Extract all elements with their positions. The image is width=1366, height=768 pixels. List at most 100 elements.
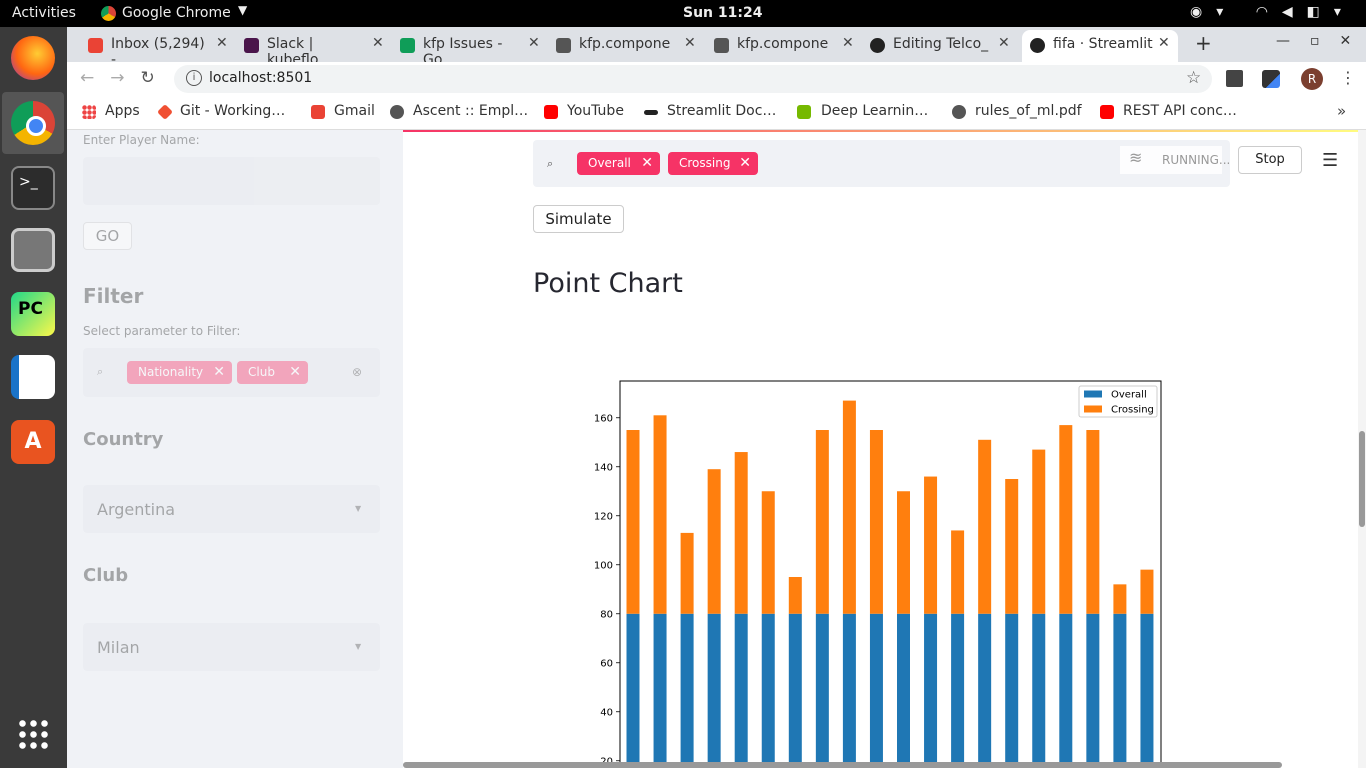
omnibox[interactable] [174,65,1212,93]
clock[interactable]: Sun 11:24 [683,5,763,21]
writer-icon[interactable] [11,355,55,399]
bar [653,415,667,614]
bookmark[interactable]: YouTube [567,103,624,119]
bookmark-icon [311,105,325,119]
bar [626,613,640,762]
bar [1059,425,1073,614]
bar [1086,613,1100,762]
go-button[interactable]: GO [83,222,132,250]
bar [1140,569,1154,614]
select-value: Argentina [97,500,176,519]
bookmarks-overflow[interactable]: » [1337,102,1347,120]
bookmark-icon [797,105,811,119]
bookmarks-bar [67,96,1366,130]
tag-label: Nationality [138,365,204,379]
tab-active[interactable]: fifa · Streamlit ✕ [1022,30,1178,62]
extension-icon[interactable] [1226,70,1243,87]
y-tick-label: 60 [600,658,613,669]
filter-tag[interactable]: Club ✕ [237,361,308,384]
bar [869,613,883,762]
bar [734,452,748,614]
select[interactable] [83,623,380,671]
url[interactable]: localhost:8501 [209,70,313,86]
app-grid[interactable] [17,718,49,750]
new-tab[interactable]: + [1195,31,1212,55]
bookmark-icon [644,110,658,115]
bar [1140,613,1154,762]
y-tick-label: 140 [594,462,613,473]
profile-avatar[interactable]: R [1301,68,1323,90]
tab[interactable]: kfp Issues - Go ✕ [392,30,548,68]
tab[interactable]: kfp.compone ✕ [706,30,862,62]
tab-title: fifa · Streamlit [1053,36,1153,52]
y-tick-label: 40 [600,707,613,718]
extension-icon[interactable] [1262,70,1280,88]
info-icon[interactable]: i [186,70,202,86]
bar [734,613,748,762]
filter-tag[interactable]: Nationality ✕ [127,361,232,384]
bar [788,613,802,762]
h-scroll-thumb[interactable] [403,762,1282,768]
section-heading: Country [83,429,164,450]
input-label: Select parameter to Filter: [83,324,241,338]
hamburger-menu[interactable]: ☰ [1322,150,1339,171]
section-heading: Filter [83,284,144,308]
bookmark-star[interactable]: ☆ [1186,68,1202,88]
software-icon[interactable]: A [11,420,55,464]
section-heading: Club [83,565,129,586]
bar [978,439,992,614]
y-tick-label: 100 [594,560,613,571]
bar [707,469,721,614]
bar [815,613,829,762]
bookmark[interactable]: Apps [105,103,140,119]
text-input[interactable] [83,157,380,205]
files-icon[interactable] [11,228,55,272]
bookmark[interactable]: REST API conc… [1123,103,1237,119]
bookmark[interactable]: Streamlit Doc… [667,103,777,119]
bookmark[interactable]: Ascent :: Empl… [413,103,529,119]
stop-button[interactable]: Stop [1238,146,1302,174]
chrome-menu[interactable]: ⋮ [1340,68,1356,87]
bar [788,577,802,614]
tab[interactable]: kfp.compone ✕ [548,30,704,62]
pycharm-icon[interactable]: PC [11,292,55,336]
search-icon: ⌕ [97,365,104,378]
multiselect[interactable] [83,348,380,397]
y-tick-label: 160 [594,413,613,424]
legend-swatch [1084,390,1102,398]
simulate-button[interactable]: Simulate [533,205,624,233]
y-tick-label: 20 [600,756,613,762]
bar [1032,449,1046,614]
bookmark-icon [390,105,404,119]
tab[interactable]: Inbox (5,294) - ✕ [80,30,236,68]
bar [761,613,775,762]
nav-buttons[interactable]: ←→↻ [80,68,171,88]
activities[interactable]: Activities [12,5,76,21]
bar [842,613,856,762]
terminal-icon[interactable]: >_ [11,166,55,210]
bookmark[interactable]: Gmail [334,103,375,119]
bar [1032,613,1046,762]
app-icon [101,6,116,21]
tray-icons[interactable]: ◉▾ ◠◀◧▾ [1190,4,1355,20]
bookmark[interactable]: Git - Working… [180,103,286,119]
select[interactable] [83,485,380,533]
bookmark[interactable]: Deep Learnin… [821,103,929,119]
v-scroll-thumb[interactable] [1359,431,1365,527]
tab[interactable]: Slack | kubeflo ✕ [236,30,392,68]
bar [897,613,910,762]
sidebar: Enter Player Name: GO Filter Select para… [67,130,403,768]
filter-tag[interactable]: Overall ✕ [577,152,660,175]
firefox-icon[interactable] [11,36,55,80]
bar [680,613,694,762]
clear-icon[interactable]: ⊗ [352,365,363,379]
select-value: Milan [97,638,140,657]
tab[interactable]: Editing Telco_ ✕ [862,30,1018,62]
status-stripe [403,130,1366,132]
bar [869,430,883,614]
app-menu[interactable]: Google Chrome [122,5,231,21]
filter-tag[interactable]: Crossing ✕ [668,152,758,175]
window-controls[interactable]: —▫✕ [1276,33,1366,49]
bar [1086,430,1100,614]
bookmark[interactable]: rules_of_ml.pdf [975,103,1082,119]
